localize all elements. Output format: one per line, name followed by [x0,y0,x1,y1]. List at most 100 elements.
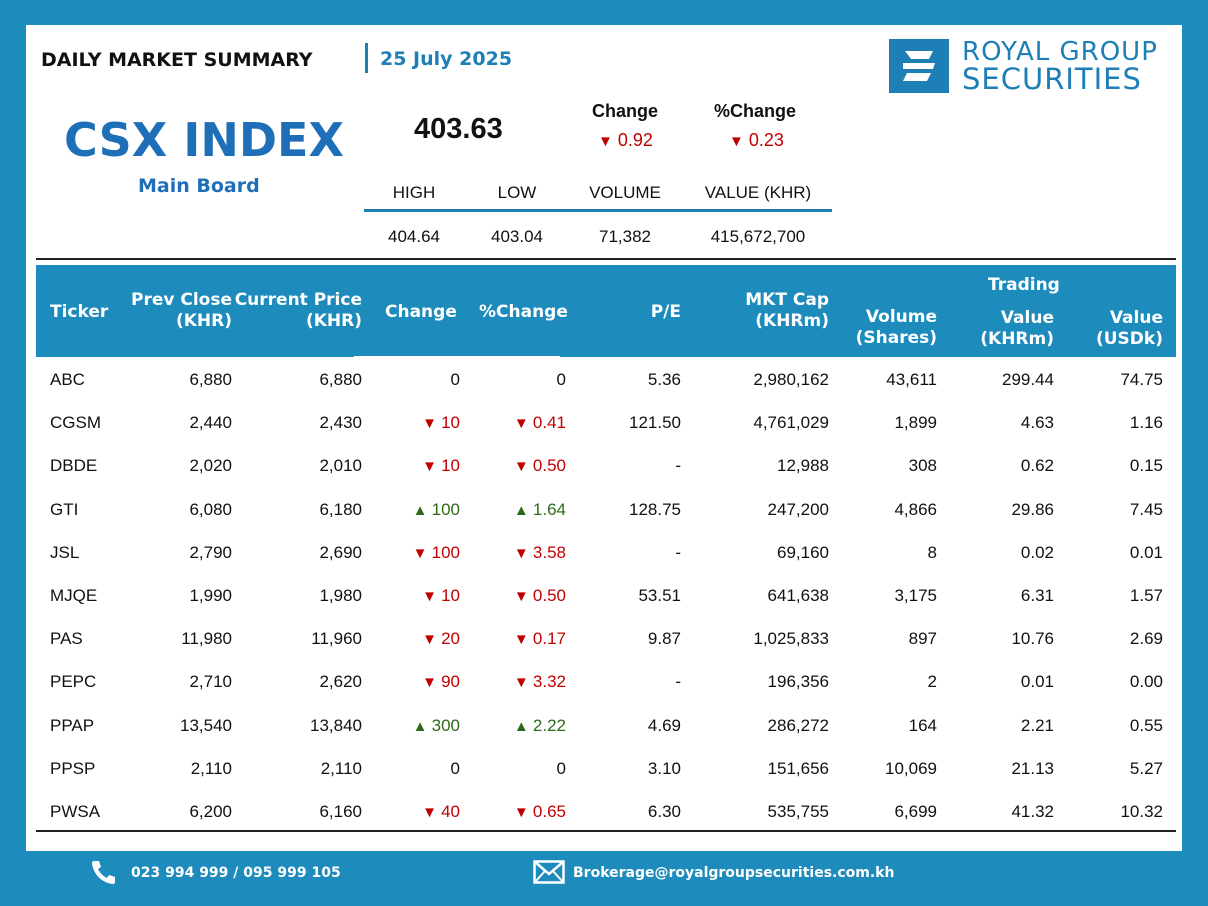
cell-pct-change-value: 1.64 [532,499,566,519]
cell-ticker-value: JSL [50,542,80,562]
cell-ticker-value: PPAP [50,715,95,735]
col-prev-close-line2: (KHR) [175,311,232,331]
cell-value-usd-value: 1.16 [1129,413,1163,433]
index-change-number: 0.92 [617,130,653,150]
cell-pct-change: ▲ 2.22 [466,716,566,736]
cell-current-price: 13,840 [232,716,362,736]
cell-prev-close: 2,710 [126,672,232,692]
col-mkt-cap-line2: (KHRm) [755,311,829,331]
cell-change: ▼ 10 [366,586,460,606]
report-title: DAILY MARKET SUMMARY [41,49,313,71]
cell-mkt-cap: 69,160 [696,543,829,563]
cell-mkt-cap-value: 286,272 [767,715,829,735]
cell-volume: 308 [836,456,937,476]
cell-current-price: 6,160 [232,802,362,822]
cell-current-price: 6,880 [232,370,362,390]
header-notch [354,356,560,359]
cell-value-khr-value: 0.01 [1020,672,1054,692]
down-arrow-icon: ▼ [422,674,442,692]
cell-change: ▼ 10 [366,413,460,433]
cell-mkt-cap: 247,200 [696,500,829,520]
stat-volume: 71,382 [599,227,651,246]
phone-icon [88,858,118,891]
cell-pct-change: 0 [466,370,566,390]
cell-current-price-value: 13,840 [310,715,362,735]
cell-change: ▼ 40 [366,802,460,822]
cell-volume-value: 43,611 [886,370,937,389]
down-arrow-icon: ▼ [598,133,613,150]
cell-ticker-value: PEPC [50,672,97,692]
cell-pct-change-value: 0.65 [532,801,566,821]
cell-change-value: 0 [450,370,460,389]
cell-pct-change-value: 3.32 [532,672,566,692]
stat-header-volume: VOLUME [589,183,661,202]
cell-value-khr-value: 2.21 [1020,715,1054,735]
cell-volume-value: 2 [927,672,937,692]
cell-pe-value: 3.10 [647,758,681,778]
cell-change: 0 [366,370,460,390]
down-arrow-icon: ▼ [412,544,432,562]
footer: 023 994 999 / 095 999 105 Brokerage@roya… [0,854,1208,906]
up-arrow-icon: ▲ [412,717,432,735]
col-current-price-line2: (KHR) [305,311,362,331]
cell-current-price-value: 6,180 [319,499,362,519]
cell-mkt-cap: 535,755 [696,802,829,822]
cell-volume: 6,699 [836,802,937,822]
cell-prev-close: 6,880 [126,370,232,390]
report-date: 25 July 2025 [380,48,513,70]
col-mkt-cap-line1: MKT Cap [745,290,829,310]
cell-change-value: 300 [431,715,460,735]
index-change-value: ▼ 0.92 [598,130,653,151]
cell-current-price: 2,690 [232,543,362,563]
cell-value-usd: 1.16 [1066,413,1163,433]
table-row: PWSA 6,200 6,160 ▼ 40 ▼ 0.65 6.30 535,755 6,699… [36,791,1176,834]
cell-ticker: GTI [50,500,170,520]
cell-volume-value: 164 [908,715,937,735]
cell-value-usd: 0.01 [1066,543,1163,563]
down-arrow-icon: ▼ [422,415,442,433]
cell-value-khr-value: 29.86 [1011,499,1054,519]
cell-prev-close-value: 2,790 [189,542,232,562]
cell-value-usd: 1.57 [1066,586,1163,606]
cell-volume-value: 897 [908,629,937,649]
cell-value-khr-value: 21.13 [1011,758,1054,778]
cell-value-khr-value: 10.76 [1011,629,1054,649]
cell-change-value: 40 [441,801,460,821]
cell-ticker: DBDE [50,456,170,476]
cell-change-value: 10 [441,456,460,476]
col-value-usd-line2: (USDk) [1095,329,1163,349]
cell-prev-close: 2,440 [126,413,232,433]
cell-value-khr: 21.13 [956,759,1054,779]
cell-current-price-value: 1,980 [319,585,362,605]
cell-current-price-value: 6,160 [319,801,362,821]
index-pct-change-number: 0.23 [748,130,784,150]
cell-volume-value: 10,069 [885,758,937,778]
cell-pct-change: 0 [466,759,566,779]
cell-current-price-value: 2,010 [319,456,362,476]
down-arrow-icon: ▼ [422,803,442,821]
up-arrow-icon: ▲ [513,717,533,735]
cell-change: ▼ 90 [366,672,460,692]
cell-prev-close-value: 2,110 [190,758,232,778]
cell-change-value: 10 [441,585,460,605]
cell-value-khr: 0.62 [956,456,1054,476]
cell-value-usd: 2.69 [1066,629,1163,649]
index-value: 403.63 [414,113,503,145]
cell-mkt-cap: 151,656 [696,759,829,779]
cell-current-price: 6,180 [232,500,362,520]
cell-current-price-value: 2,110 [320,758,362,778]
footer-email[interactable]: Brokerage@royalgroupsecurities.com.kh [573,865,895,881]
cell-volume: 897 [836,629,937,649]
cell-change-value: 100 [431,499,460,519]
cell-value-usd-value: 0.01 [1129,542,1163,562]
cell-pe-value: 128.75 [629,499,681,519]
cell-value-usd-value: 1.57 [1129,585,1163,605]
cell-mkt-cap: 641,638 [696,586,829,606]
col-value-khr: Value (KHRm) [956,308,1054,350]
cell-prev-close-value: 13,540 [180,715,232,735]
footer-phone[interactable]: 023 994 999 / 095 999 105 [131,865,341,881]
table-row: GTI 6,080 6,180 ▲ 100 ▲ 1.64 128.75 247,200 4,8… [36,489,1176,532]
cell-ticker: JSL [50,543,170,563]
cell-ticker-value: PAS [50,629,83,649]
down-arrow-icon: ▼ [422,631,442,649]
